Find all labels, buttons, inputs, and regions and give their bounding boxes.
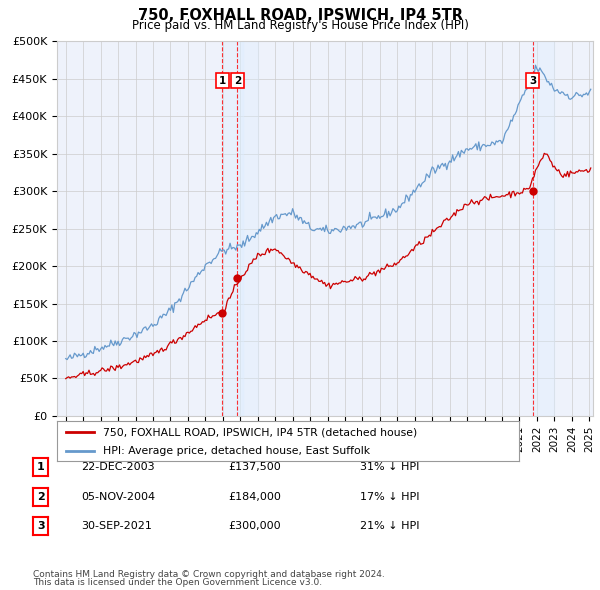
- Text: 3: 3: [529, 76, 536, 86]
- Text: 2: 2: [37, 492, 44, 502]
- Text: 17% ↓ HPI: 17% ↓ HPI: [360, 492, 419, 502]
- Text: 21% ↓ HPI: 21% ↓ HPI: [360, 522, 419, 531]
- Text: Price paid vs. HM Land Registry's House Price Index (HPI): Price paid vs. HM Land Registry's House …: [131, 19, 469, 32]
- Text: £184,000: £184,000: [228, 492, 281, 502]
- Bar: [222, 41, 243, 416]
- Text: £300,000: £300,000: [228, 522, 281, 531]
- Text: 31% ↓ HPI: 31% ↓ HPI: [360, 463, 419, 472]
- Text: £137,500: £137,500: [228, 463, 281, 472]
- Text: 1: 1: [37, 463, 44, 472]
- Text: 1: 1: [218, 76, 226, 86]
- Text: This data is licensed under the Open Government Licence v3.0.: This data is licensed under the Open Gov…: [33, 578, 322, 588]
- Text: 3: 3: [37, 522, 44, 531]
- Bar: [532, 41, 554, 416]
- Text: 2: 2: [234, 76, 241, 86]
- Text: HPI: Average price, detached house, East Suffolk: HPI: Average price, detached house, East…: [103, 445, 370, 455]
- Text: 30-SEP-2021: 30-SEP-2021: [81, 522, 152, 531]
- Text: Contains HM Land Registry data © Crown copyright and database right 2024.: Contains HM Land Registry data © Crown c…: [33, 570, 385, 579]
- Text: 750, FOXHALL ROAD, IPSWICH, IP4 5TR: 750, FOXHALL ROAD, IPSWICH, IP4 5TR: [137, 8, 463, 23]
- Text: 05-NOV-2004: 05-NOV-2004: [81, 492, 155, 502]
- Text: 750, FOXHALL ROAD, IPSWICH, IP4 5TR (detached house): 750, FOXHALL ROAD, IPSWICH, IP4 5TR (det…: [103, 427, 418, 437]
- Text: 22-DEC-2003: 22-DEC-2003: [81, 463, 155, 472]
- Bar: [237, 41, 259, 416]
